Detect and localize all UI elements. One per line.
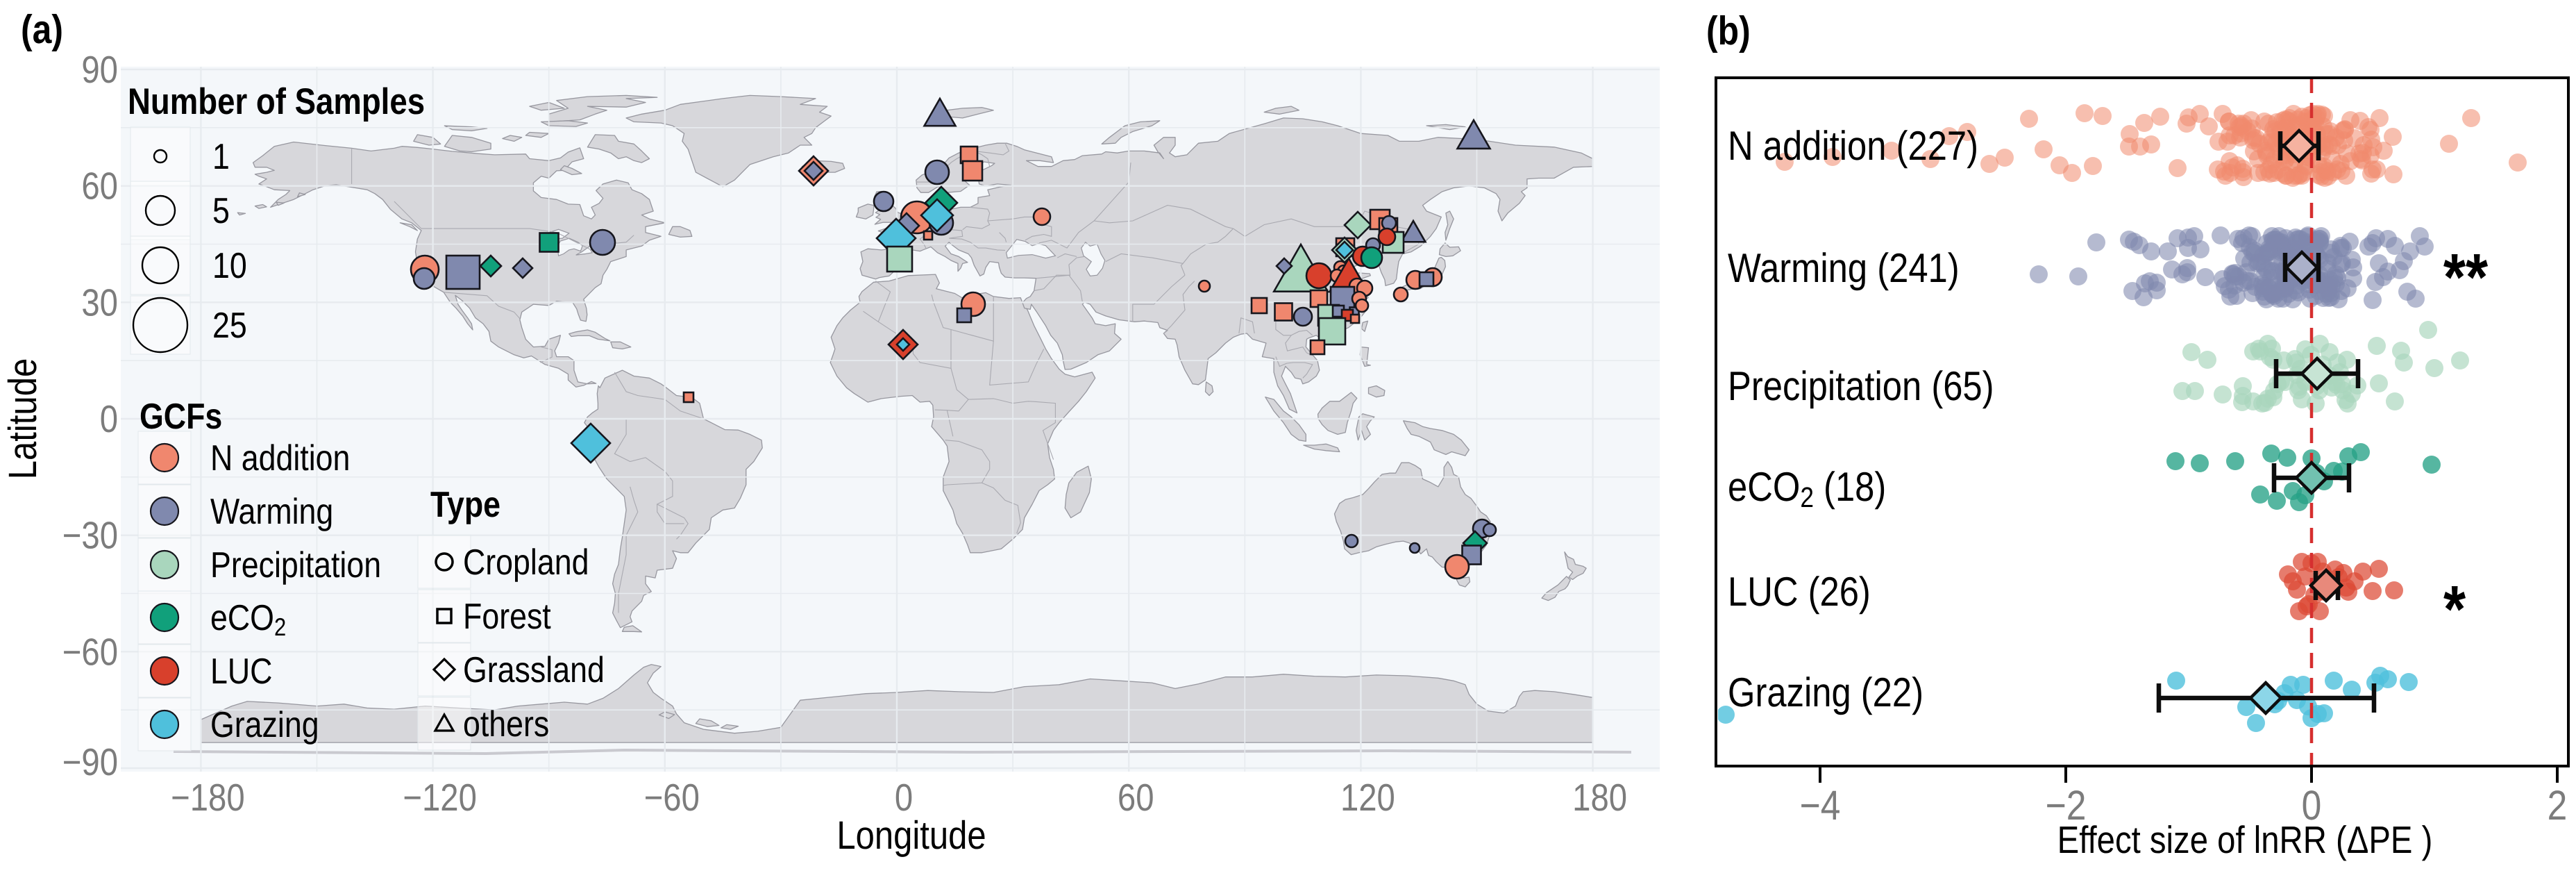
svg-text:Latitude: Latitude [1, 358, 45, 479]
svg-text:GCFs: GCFs [140, 397, 222, 437]
svg-text:Precipitation: Precipitation [210, 545, 381, 585]
svg-text:Grazing: Grazing [210, 705, 319, 745]
svg-text:Number of Samples: Number of Samples [128, 81, 425, 122]
svg-text:Precipitation (65): Precipitation (65) [1728, 363, 1994, 409]
svg-text:5: 5 [212, 191, 230, 231]
svg-text:30: 30 [81, 281, 118, 324]
svg-text:(a): (a) [21, 7, 63, 52]
svg-text:Grassland: Grassland [463, 650, 605, 690]
svg-text:N addition: N addition [210, 438, 350, 479]
svg-text:−60: −60 [644, 776, 700, 819]
svg-text:−60: −60 [62, 630, 118, 673]
svg-text:10: 10 [212, 246, 247, 286]
svg-text:N addition (227): N addition (227) [1728, 123, 1978, 169]
svg-text:60: 60 [1118, 776, 1154, 819]
svg-text:0: 0 [895, 776, 913, 819]
svg-text:eCO2: eCO2 [210, 598, 286, 641]
svg-text:−2: −2 [2046, 782, 2087, 829]
svg-text:90: 90 [81, 48, 118, 91]
svg-text:others: others [463, 704, 549, 745]
svg-text:0: 0 [100, 397, 118, 440]
svg-text:Grazing (22): Grazing (22) [1728, 670, 1923, 715]
svg-text:−120: −120 [403, 776, 477, 819]
svg-text:Forest: Forest [463, 597, 551, 637]
svg-text:−30: −30 [62, 514, 118, 557]
svg-text:Longitude: Longitude [836, 813, 986, 858]
svg-text:0: 0 [2302, 782, 2322, 829]
svg-text:LUC: LUC [210, 651, 272, 692]
svg-text:60: 60 [81, 165, 118, 208]
svg-text:180: 180 [1572, 776, 1627, 819]
svg-text:Warming: Warming [210, 492, 333, 532]
svg-text:Cropland: Cropland [463, 542, 589, 583]
svg-text:120: 120 [1340, 776, 1395, 819]
svg-text:−4: −4 [1800, 782, 1841, 829]
svg-text:LUC (26): LUC (26) [1728, 569, 1871, 615]
svg-text:25: 25 [212, 306, 247, 346]
svg-text:Warming (241): Warming (241) [1728, 245, 1960, 291]
svg-text:1: 1 [212, 137, 230, 177]
svg-text:*: * [2443, 572, 2466, 647]
svg-text:Type: Type [430, 485, 500, 525]
svg-text:Effect size of lnRR (ΔPE ): Effect size of lnRR (ΔPE ) [2057, 818, 2433, 861]
svg-text:−180: −180 [171, 776, 245, 819]
svg-text:2: 2 [2548, 782, 2568, 829]
svg-text:(b): (b) [1706, 8, 1751, 53]
svg-text:**: ** [2443, 240, 2489, 315]
svg-text:−90: −90 [62, 740, 118, 783]
